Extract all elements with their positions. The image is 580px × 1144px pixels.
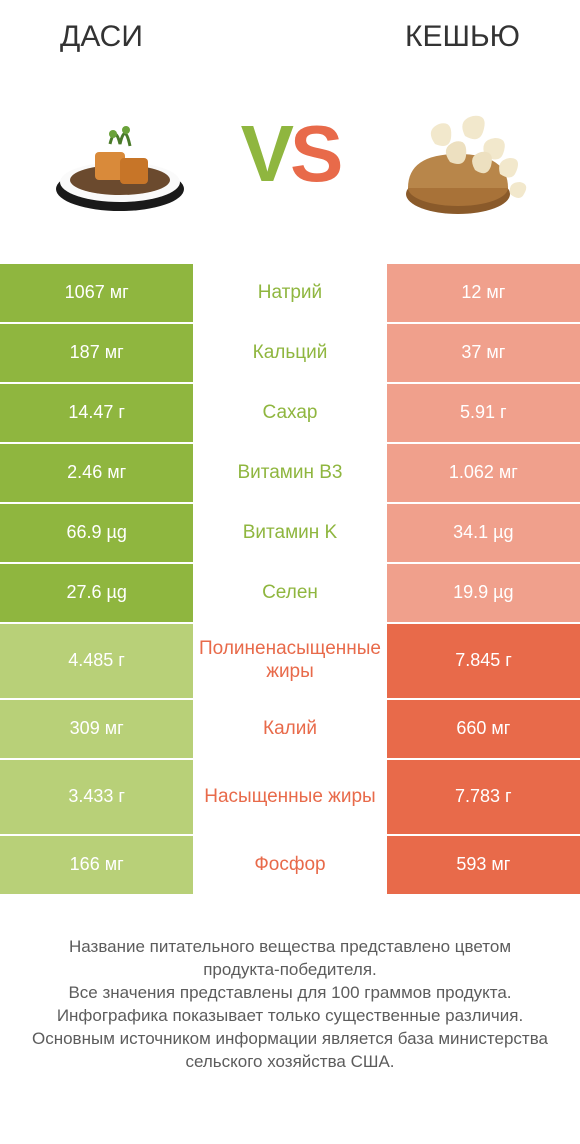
- vs-row: VS: [0, 64, 580, 264]
- table-row: 187 мгКальций37 мг: [0, 324, 580, 384]
- table-row: 309 мгКалий660 мг: [0, 700, 580, 760]
- left-value: 309 мг: [0, 700, 193, 758]
- left-value: 166 мг: [0, 836, 193, 894]
- right-value: 19.9 µg: [387, 564, 580, 622]
- nutrient-name: Полиненасыщенные жиры: [193, 624, 387, 698]
- nutrient-name: Калий: [193, 700, 386, 758]
- left-value: 187 мг: [0, 324, 193, 382]
- left-value: 66.9 µg: [0, 504, 193, 562]
- footer-line: Инфографика показывает только существенн…: [30, 1005, 550, 1028]
- right-food-icon: [380, 74, 540, 234]
- right-value: 34.1 µg: [387, 504, 580, 562]
- table-row: 4.485 гПолиненасыщенные жиры7.845 г: [0, 624, 580, 700]
- nutrition-table: 1067 мгНатрий12 мг187 мгКальций37 мг14.4…: [0, 264, 580, 896]
- left-value: 2.46 мг: [0, 444, 193, 502]
- right-value: 5.91 г: [387, 384, 580, 442]
- footer-line: Название питательного вещества представл…: [30, 936, 550, 982]
- table-row: 66.9 µgВитамин K34.1 µg: [0, 504, 580, 564]
- header: ДАСИ КЕШЬЮ: [0, 0, 580, 64]
- nutrient-name: Витамин K: [193, 504, 386, 562]
- vs-v: V: [241, 109, 290, 198]
- table-row: 166 мгФосфор593 мг: [0, 836, 580, 896]
- right-value: 660 мг: [387, 700, 580, 758]
- vs-s: S: [290, 109, 339, 198]
- table-row: 1067 мгНатрий12 мг: [0, 264, 580, 324]
- left-value: 3.433 г: [0, 760, 193, 834]
- right-value: 7.845 г: [387, 624, 580, 698]
- footer-note: Название питательного вещества представл…: [0, 896, 580, 1074]
- vs-label: VS: [241, 108, 340, 200]
- table-row: 3.433 гНасыщенные жиры7.783 г: [0, 760, 580, 836]
- nutrient-name: Кальций: [193, 324, 386, 382]
- right-value: 12 мг: [387, 264, 580, 322]
- right-value: 37 мг: [387, 324, 580, 382]
- left-value: 14.47 г: [0, 384, 193, 442]
- left-food-title: ДАСИ: [60, 20, 143, 54]
- left-food-icon: [40, 74, 200, 234]
- right-value: 1.062 мг: [387, 444, 580, 502]
- table-row: 14.47 гСахар5.91 г: [0, 384, 580, 444]
- nutrient-name: Селен: [193, 564, 386, 622]
- right-value: 593 мг: [387, 836, 580, 894]
- nutrient-name: Сахар: [193, 384, 386, 442]
- nutrient-name: Витамин B3: [193, 444, 386, 502]
- nutrient-name: Натрий: [193, 264, 386, 322]
- right-value: 7.783 г: [387, 760, 580, 834]
- left-value: 27.6 µg: [0, 564, 193, 622]
- footer-line: Все значения представлены для 100 граммо…: [30, 982, 550, 1005]
- left-value: 4.485 г: [0, 624, 193, 698]
- left-value: 1067 мг: [0, 264, 193, 322]
- footer-line: Основным источником информации является …: [30, 1028, 550, 1074]
- nutrient-name: Фосфор: [193, 836, 386, 894]
- nutrient-name: Насыщенные жиры: [193, 760, 386, 834]
- table-row: 27.6 µgСелен19.9 µg: [0, 564, 580, 624]
- right-food-title: КЕШЬЮ: [405, 20, 520, 54]
- table-row: 2.46 мгВитамин B31.062 мг: [0, 444, 580, 504]
